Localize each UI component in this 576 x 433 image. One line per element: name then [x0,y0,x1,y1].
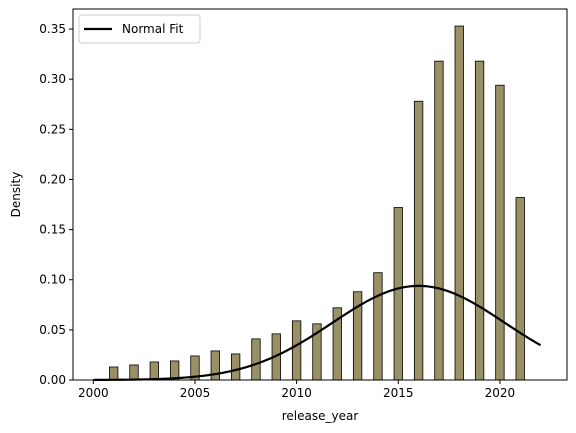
legend-label: Normal Fit [122,22,184,36]
histogram-bar [129,364,139,381]
y-tick-label: 0.15 [39,223,66,237]
x-tick-label: 2000 [78,386,109,400]
y-tick-label: 0.00 [39,373,66,387]
legend-box [78,14,201,44]
x-tick-label: 2005 [180,386,211,400]
y-tick-label: 0.30 [39,72,66,86]
histogram-bar [393,207,403,381]
x-axis-label: release_year [282,409,359,423]
histogram-bar [515,197,525,381]
histogram-bars [109,25,525,381]
y-tick-label: 0.10 [39,273,66,287]
histogram-bar [495,84,505,381]
x-tick-label: 2015 [383,386,414,400]
histogram-bar [373,272,383,381]
histogram-bar [474,60,485,381]
histogram-bar [454,25,464,381]
histogram-bar [434,60,444,381]
y-axis-ticks: 0.00 0.05 0.10 0.15 0.20 0.25 0.30 0.35 [39,22,73,387]
normal-fit-line [93,284,542,382]
x-tick-label: 2010 [281,386,312,400]
histogram-bar [149,361,159,381]
legend: Normal Fit [78,14,201,44]
histogram-bar [291,320,302,381]
y-tick-label: 0.05 [39,323,66,337]
histogram-bar [109,366,119,381]
axes-frame [72,8,568,381]
y-tick-label: 0.35 [39,22,66,36]
y-axis-label: Density [9,172,23,218]
histogram-bar [413,100,424,381]
y-tick-label: 0.25 [39,122,66,136]
x-tick-label: 2020 [485,386,516,400]
histogram-bar [230,353,241,381]
histogram-bar [251,338,261,381]
y-tick-label: 0.20 [39,172,66,186]
x-axis-ticks: 2000 2005 2010 2015 2020 [78,380,515,400]
